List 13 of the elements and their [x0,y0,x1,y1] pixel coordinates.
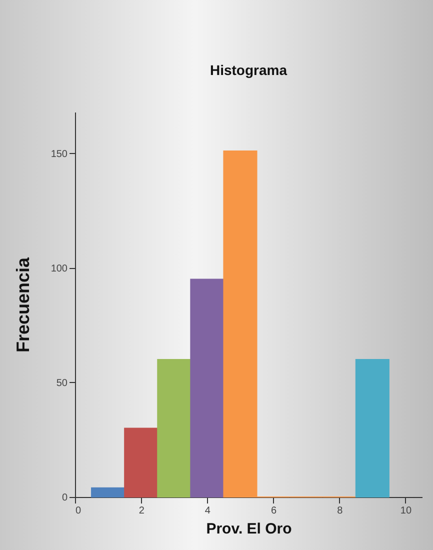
chart-title: Histograma [210,62,288,78]
y-tick-label: 0 [62,492,68,504]
y-tick-label: 100 [50,263,68,274]
y-tick-label: 50 [56,378,68,389]
x-tick-label: 4 [204,506,211,516]
x-tick-label: 0 [76,506,82,516]
y-axis-title: Frecuencia [12,256,33,353]
y-tick-label: 150 [50,148,68,160]
x-tick-label: 6 [271,506,278,516]
x-tick-label: 10 [400,506,412,516]
x-axis-title: Prov. El Oro [206,520,292,538]
x-tick-label: 2 [138,506,145,516]
x-tick-label: 8 [337,506,344,516]
